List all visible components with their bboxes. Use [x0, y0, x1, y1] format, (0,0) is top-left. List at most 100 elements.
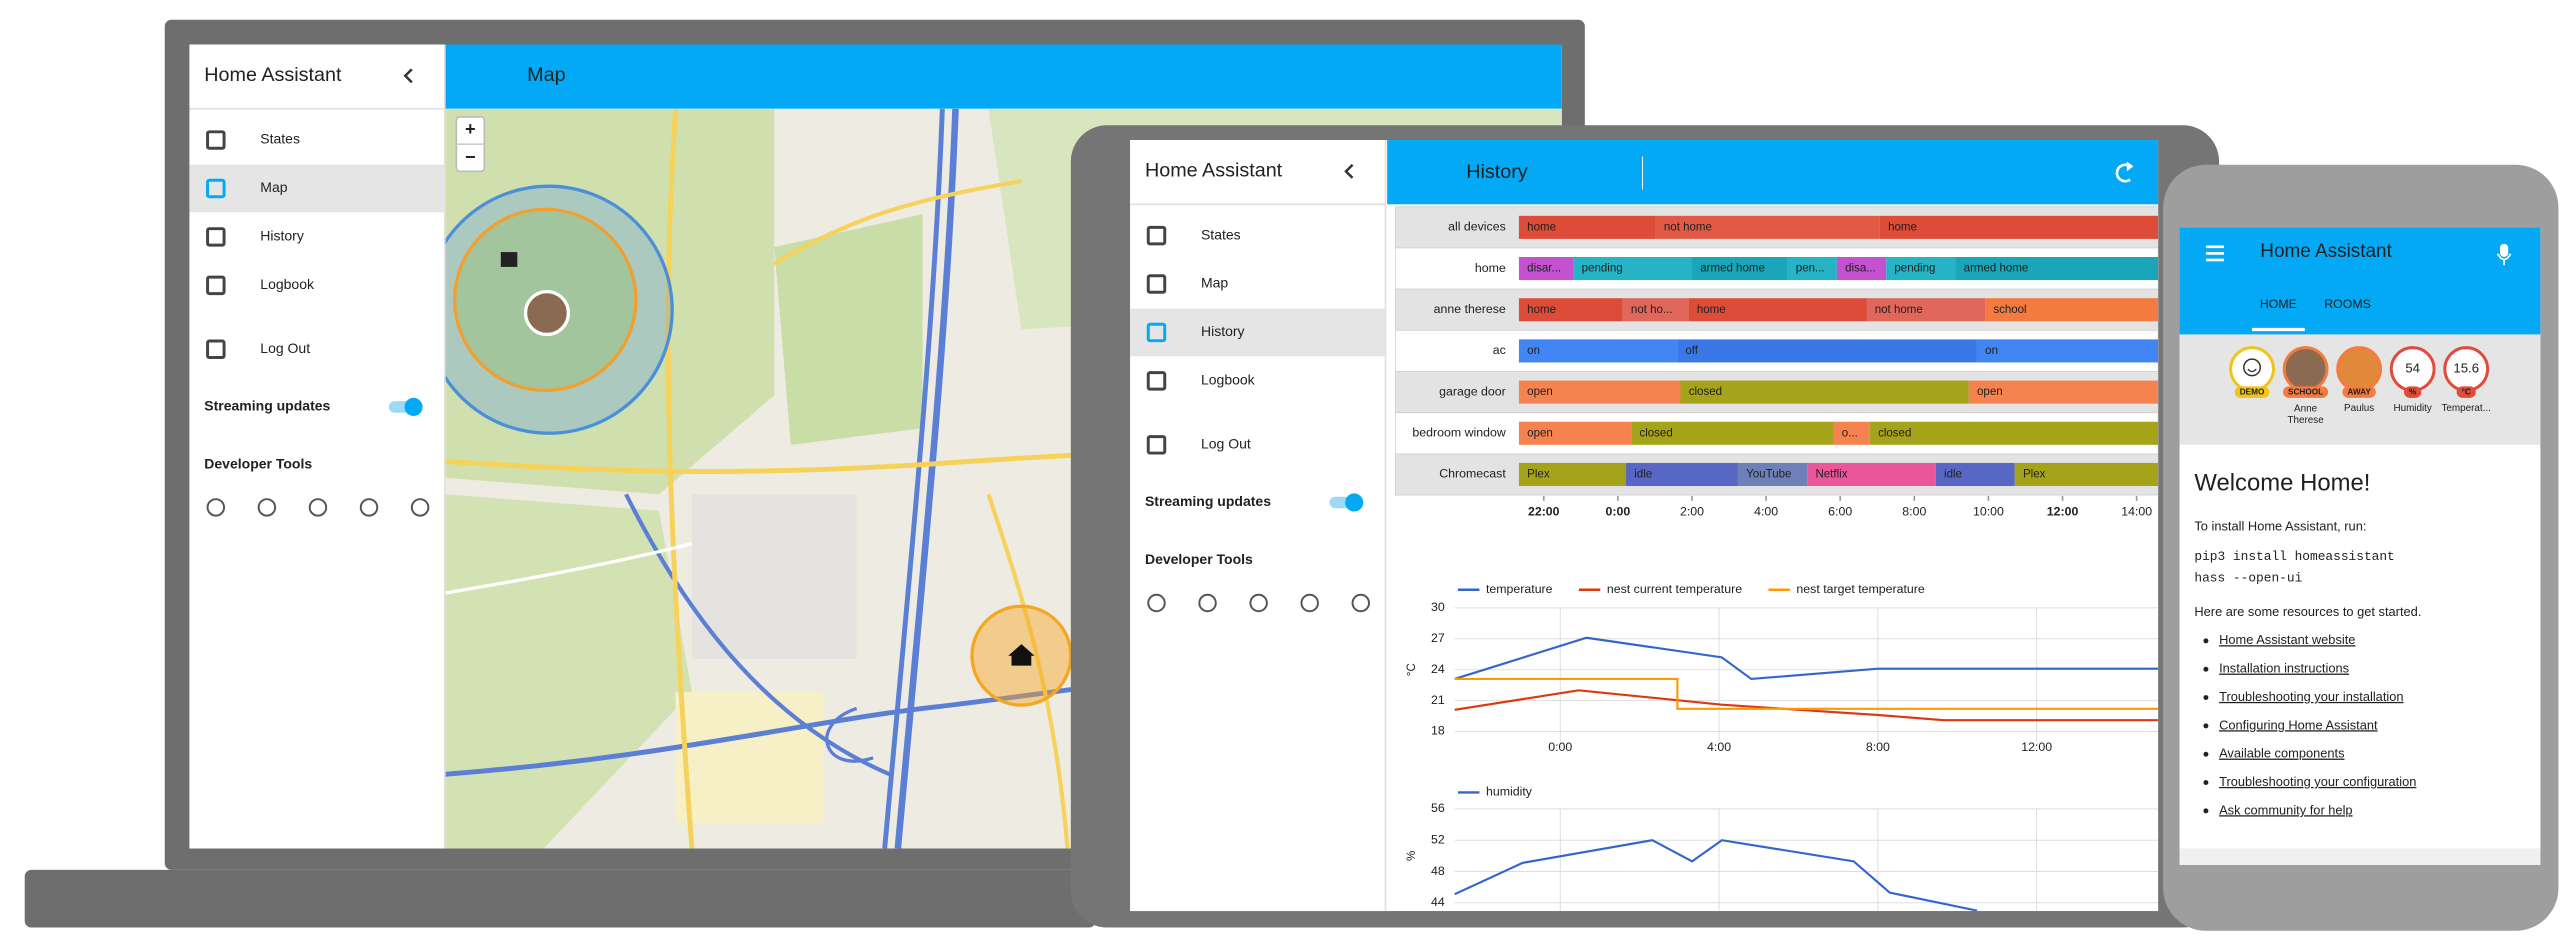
y-tick-label: 52	[1431, 832, 1445, 846]
y-tick-label: 30	[1431, 600, 1445, 614]
badge[interactable]	[2229, 346, 2275, 392]
timeline-segment	[1518, 421, 1632, 445]
resource-link[interactable]: Troubleshooting your installation	[2219, 689, 2403, 704]
menu-bar	[2205, 258, 2225, 262]
resource-link[interactable]: Home Assistant website	[2219, 632, 2355, 647]
toggle-knob[interactable]	[404, 397, 423, 416]
dev-tool-icon[interactable]	[257, 498, 277, 517]
segment-label: not home	[1875, 304, 1923, 316]
badge[interactable]	[2336, 346, 2383, 392]
resource-link[interactable]: Installation instructions	[2219, 661, 2349, 676]
tab[interactable]: HOME	[2260, 297, 2297, 311]
mic-button[interactable]	[2499, 243, 2509, 258]
bullet	[2203, 638, 2209, 644]
badge-pill	[2404, 386, 2422, 398]
smiley	[2243, 358, 2262, 377]
code-line: pip3 install homeassistant	[2194, 549, 2394, 564]
refresh-button[interactable]	[2115, 163, 2131, 183]
dev-tool-icon[interactable]	[308, 498, 328, 517]
menu-item[interactable]: History	[260, 228, 304, 244]
streaming-label: Streaming updates	[204, 398, 330, 414]
segment-label: closed	[1878, 427, 1911, 439]
timeline-segment	[1869, 421, 2159, 445]
segment-label: Plex	[2023, 469, 2046, 481]
card-bottom	[2179, 848, 2541, 865]
timeline-segment	[1626, 462, 1738, 487]
zone-icon	[500, 252, 518, 267]
resource-link[interactable]: Troubleshooting your configuration	[2219, 774, 2416, 789]
badge-name: Paulus	[2344, 403, 2374, 414]
timeline-segment	[1886, 257, 1956, 281]
timeline-segment	[1518, 339, 1678, 363]
dev-tool-icon[interactable]	[1351, 593, 1371, 613]
segment-label: home	[1527, 304, 1556, 316]
collapse-button[interactable]	[403, 68, 413, 84]
timeline-segment	[1518, 257, 1574, 281]
menu-item[interactable]: Map	[1201, 275, 1228, 291]
badge-label: SCHOOL	[2288, 387, 2323, 396]
person-marker[interactable]	[523, 289, 571, 337]
menu-button[interactable]	[2205, 245, 2225, 262]
segment-label: not home	[1664, 221, 1712, 233]
resource-link[interactable]: Available components	[2219, 746, 2344, 761]
segment-label: open	[1527, 386, 1553, 398]
menu-item[interactable]: Log Out	[1201, 436, 1251, 452]
badge-label: °C	[2462, 387, 2471, 396]
timeline-segment	[1879, 215, 2159, 239]
dev-tool-icon[interactable]	[410, 498, 430, 517]
dev-tool-icon[interactable]	[1147, 593, 1166, 613]
dev-tool-icon[interactable]	[1300, 593, 1319, 613]
sidebar: Home Assistant States Map History Logbook Log…	[189, 44, 446, 849]
menu-icon	[1146, 322, 1167, 343]
timeline-segment	[1836, 257, 1887, 281]
dev-tool-icon[interactable]	[206, 498, 226, 517]
row-label: garage door	[1439, 384, 1506, 398]
menu-item[interactable]: History	[1201, 323, 1245, 339]
menu-icon	[1146, 371, 1167, 391]
map-area	[774, 214, 923, 445]
series-line	[1454, 636, 2159, 681]
segment-label: Netflix	[1815, 469, 1847, 481]
collapse-button[interactable]	[1344, 163, 1354, 179]
series-line	[1454, 839, 1978, 912]
streaming-label: Streaming updates	[1145, 493, 1271, 509]
page-title: Map	[527, 64, 565, 86]
segment-label: pending	[1582, 263, 1623, 275]
x-tick-label: 8:00	[1902, 505, 1926, 519]
smiley-mouth	[2247, 368, 2257, 373]
menu-item[interactable]: States	[260, 131, 300, 147]
resource-link[interactable]: Ask community for help	[2219, 802, 2352, 817]
x-tick-label: 22:00	[1528, 505, 1560, 519]
segment-label: off	[1685, 345, 1698, 357]
x-tick-label: 12:00	[2047, 505, 2079, 519]
x-tick-label: 4:00	[1707, 740, 1731, 754]
badge[interactable]	[2282, 346, 2329, 392]
toggle-knob[interactable]	[1345, 493, 1364, 512]
y-tick-label: 44	[1431, 895, 1445, 909]
timeline-segment	[1976, 339, 2159, 363]
menu-item[interactable]: Logbook	[1201, 372, 1256, 388]
segment-label: closed	[1689, 386, 1722, 398]
legend-label: nest target temperature	[1796, 582, 1924, 596]
menu-item[interactable]: States	[1201, 226, 1241, 242]
zoom-out[interactable]: −	[465, 147, 476, 167]
segment-label: on	[1985, 345, 1998, 357]
menu-item[interactable]: Logbook	[260, 276, 315, 292]
dev-tool-icon[interactable]	[1249, 593, 1268, 613]
dev-tool-icon[interactable]	[1198, 593, 1217, 613]
dev-tool-icon[interactable]	[359, 498, 379, 517]
sidebar-title: Home Assistant	[1145, 160, 1283, 182]
y-tick-label: 21	[1431, 693, 1445, 707]
zoom-in[interactable]: +	[465, 119, 476, 139]
road	[665, 108, 695, 849]
tab[interactable]: ROOMS	[2324, 297, 2371, 311]
menu-item[interactable]: Map	[260, 179, 287, 195]
segment-label: YouTube	[1746, 469, 1791, 481]
segment-label: armed home	[1964, 263, 2029, 275]
segment-label: pen...	[1796, 263, 1825, 275]
legend-label: humidity	[1486, 785, 1533, 799]
resource-link[interactable]: Configuring Home Assistant	[2219, 717, 2378, 732]
code-line: hass --open-ui	[2194, 571, 2302, 586]
x-tick-label: 14:00	[2121, 505, 2152, 519]
menu-item[interactable]: Log Out	[260, 340, 310, 356]
